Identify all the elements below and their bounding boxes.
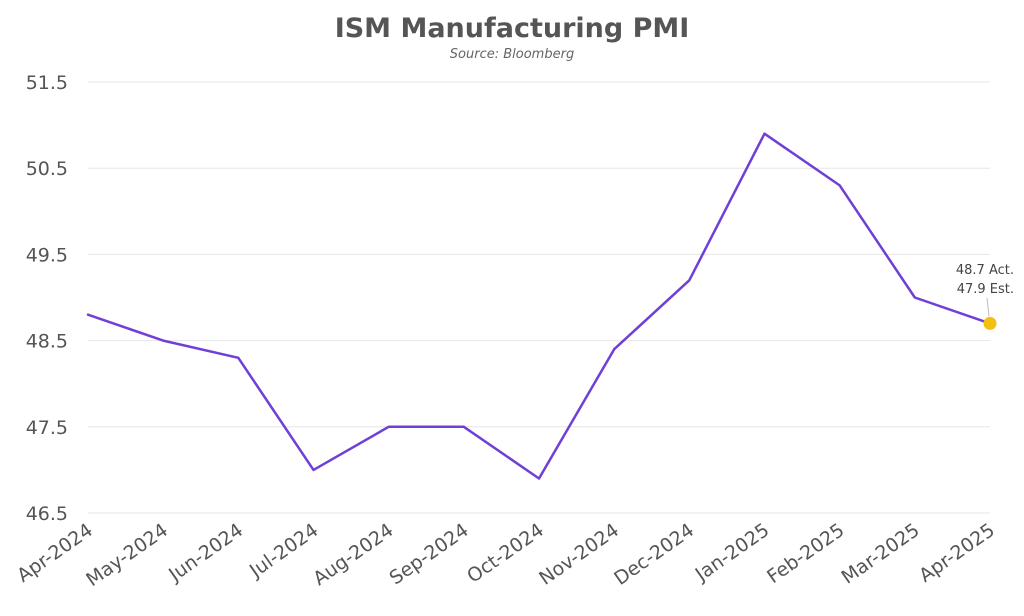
annotation-leader-line [986,297,990,317]
y-tick-label: 51.5 [26,72,68,94]
y-tick-label: 49.5 [26,244,68,266]
chart-title: ISM Manufacturing PMI [335,13,690,44]
y-tick-label: 50.5 [26,158,68,180]
chart-subtitle: Source: Bloomberg [450,47,574,62]
y-axis-ticks: 46.5 47.5 48.5 49.5 50.5 51.5 [26,72,68,525]
annotation-estimate: 47.9 Est. [957,282,1014,297]
x-tick-label: May-2024 [82,519,172,591]
x-tick-label: Oct-2024 [463,519,548,588]
y-tick-label: 47.5 [26,417,68,439]
x-tick-label: Sep-2024 [386,519,473,589]
x-tick-label: Nov-2024 [535,519,623,590]
series-line [86,132,992,480]
grid-layer [88,81,990,514]
x-tick-label: Jun-2024 [164,519,247,586]
x-tick-label: Apr-2025 [915,519,999,587]
x-tick-label: Feb-2025 [763,519,848,588]
highlight-point [983,316,997,330]
x-tick-label: Dec-2024 [610,519,698,590]
y-tick-label: 48.5 [26,331,68,353]
x-tick-label: Mar-2025 [837,519,923,589]
series-layer [86,132,997,480]
x-tick-label: Jan-2025 [691,519,774,586]
y-tick-label: 46.5 [26,503,68,525]
x-axis-ticks: Apr-2024May-2024Jun-2024Jul-2024Aug-2024… [13,519,999,591]
annotation-actual: 48.7 Act. [956,263,1014,278]
annotation-layer: 48.7 Act. 47.9 Est. [956,263,1014,317]
x-tick-label: Aug-2024 [309,519,397,590]
